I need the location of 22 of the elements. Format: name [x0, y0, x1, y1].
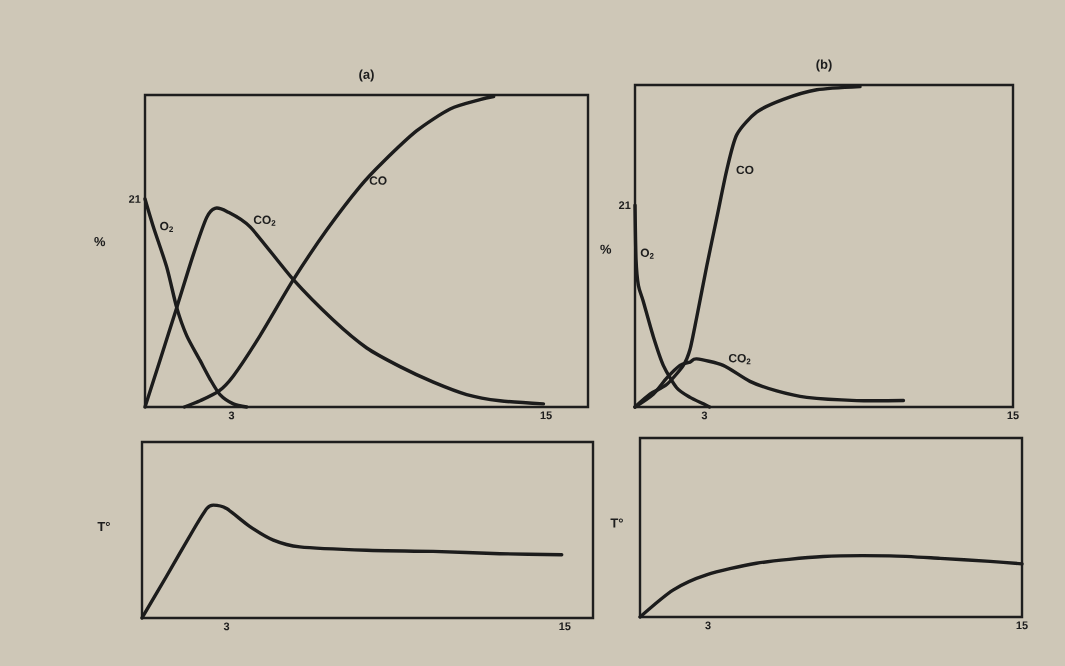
series-label: CO$_{2}$ [728, 354, 751, 365]
x-tick-label: 3 [701, 411, 708, 420]
annotation: 21 [619, 201, 631, 209]
x-tick-label: 15 [540, 411, 552, 420]
x-tick-label: 15 [1016, 621, 1028, 630]
x-tick-label: 3 [705, 621, 711, 630]
annotation: 21 [129, 195, 141, 203]
y-axis-title: % [94, 237, 106, 247]
chart-title: (b) [816, 59, 832, 72]
series-label: CO$_{2}$ [253, 215, 276, 226]
series-label: CO [736, 165, 754, 175]
x-tick-label: 3 [228, 411, 235, 420]
x-tick-label: 15 [1007, 411, 1019, 420]
y-axis-title: T° [610, 518, 623, 528]
x-tick-label: 15 [559, 622, 571, 631]
series-label: CO [369, 176, 387, 185]
y-axis-title: T° [97, 521, 110, 531]
series-label: O$_{2}$ [640, 248, 654, 259]
chart-title: (a) [359, 69, 374, 82]
series-label: O$_{2}$ [160, 221, 174, 232]
x-tick-label: 3 [223, 622, 230, 631]
y-axis-title: % [600, 244, 612, 254]
